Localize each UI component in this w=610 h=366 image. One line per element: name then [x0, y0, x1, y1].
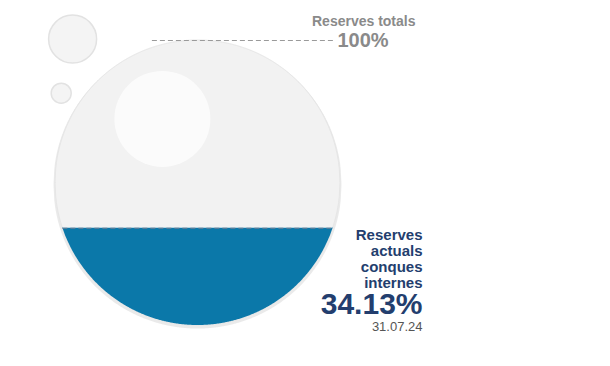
svg-text:Reservesactualsconquesinternes: Reservesactualsconquesinternes [356, 226, 423, 290]
svg-text:100%: 100% [338, 29, 389, 51]
svg-text:34.13%: 34.13% [321, 287, 423, 320]
svg-text:Reserves totals: Reserves totals [312, 13, 416, 29]
svg-text:31.07.24: 31.07.24 [372, 319, 423, 334]
